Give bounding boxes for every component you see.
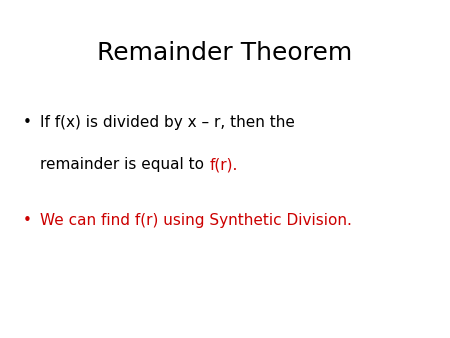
Text: We can find f(r) using Synthetic Division.: We can find f(r) using Synthetic Divisio…: [40, 213, 352, 228]
Text: •: •: [22, 213, 32, 228]
Text: •: •: [22, 115, 32, 130]
Text: Remainder Theorem: Remainder Theorem: [97, 41, 353, 65]
Text: remainder is equal to: remainder is equal to: [40, 157, 209, 172]
Text: If f(x) is divided by x – r, then the: If f(x) is divided by x – r, then the: [40, 115, 295, 130]
Text: f(r).: f(r).: [209, 157, 238, 172]
